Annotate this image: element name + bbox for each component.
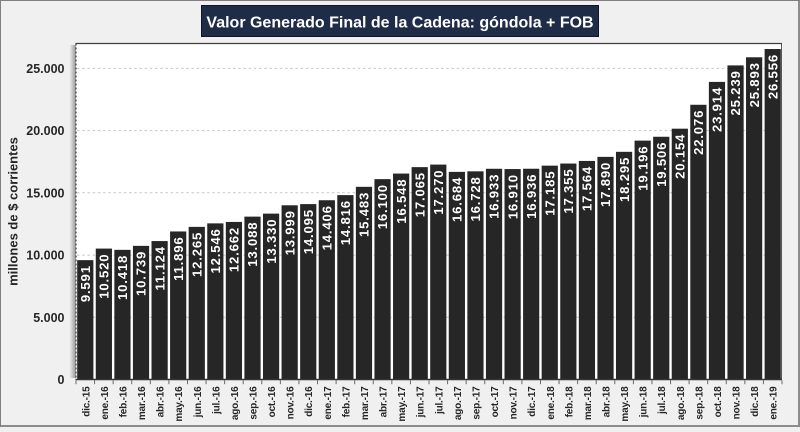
svg-text:14.816: 14.816 — [338, 200, 353, 245]
svg-text:jun.-16: jun.-16 — [193, 386, 204, 418]
svg-text:millones de $ corrientes: millones de $ corrientes — [6, 137, 21, 286]
svg-text:sep.-16: sep.-16 — [249, 386, 260, 420]
svg-text:22.076: 22.076 — [691, 110, 706, 155]
svg-text:ago.-17: ago.-17 — [453, 386, 464, 420]
svg-text:15.483: 15.483 — [357, 192, 372, 237]
svg-text:may.-17: may.-17 — [397, 386, 408, 422]
svg-text:16.933: 16.933 — [487, 174, 502, 219]
svg-text:ago.-18: ago.-18 — [676, 386, 687, 420]
svg-text:mar.-16: mar.-16 — [137, 386, 148, 420]
svg-text:oct.-18: oct.-18 — [713, 386, 724, 417]
svg-text:26.556: 26.556 — [765, 54, 780, 99]
svg-text:25.239: 25.239 — [728, 70, 743, 115]
svg-text:9.591: 9.591 — [78, 265, 93, 302]
svg-text:dic.-18: dic.-18 — [750, 386, 761, 417]
svg-text:oct.-16: oct.-16 — [267, 386, 278, 417]
svg-text:Valor Generado Final de la Cad: Valor Generado Final de la Cadena: góndo… — [206, 15, 593, 32]
svg-text:ago.-16: ago.-16 — [230, 386, 241, 420]
svg-text:nov.-17: nov.-17 — [509, 386, 520, 420]
svg-text:25.000: 25.000 — [26, 62, 64, 76]
svg-text:10.000: 10.000 — [26, 249, 64, 263]
svg-text:12.265: 12.265 — [189, 232, 204, 277]
svg-text:abr.-16: abr.-16 — [156, 386, 167, 417]
svg-text:may.-16: may.-16 — [174, 386, 185, 422]
svg-text:ene.-18: ene.-18 — [546, 386, 557, 420]
svg-text:ene.-16: ene.-16 — [100, 386, 111, 420]
svg-text:10.418: 10.418 — [115, 255, 130, 300]
svg-text:jul.-18: jul.-18 — [657, 386, 668, 415]
svg-text:feb.-18: feb.-18 — [564, 386, 575, 417]
svg-text:abr.-17: abr.-17 — [379, 386, 390, 417]
svg-text:16.936: 16.936 — [524, 174, 539, 219]
svg-text:20.154: 20.154 — [673, 134, 688, 179]
svg-text:17.270: 17.270 — [431, 170, 446, 215]
svg-text:mar.-18: mar.-18 — [583, 386, 594, 420]
svg-text:feb.-16: feb.-16 — [118, 386, 129, 417]
svg-text:17.564: 17.564 — [580, 166, 595, 211]
svg-text:17.355: 17.355 — [561, 169, 576, 214]
svg-text:dic.-17: dic.-17 — [527, 386, 538, 417]
svg-text:dic.-16: dic.-16 — [304, 386, 315, 417]
svg-text:sep.-17: sep.-17 — [471, 386, 482, 420]
svg-text:23.914: 23.914 — [710, 87, 725, 132]
svg-text:5.000: 5.000 — [33, 311, 64, 325]
svg-text:16.728: 16.728 — [468, 176, 483, 221]
svg-text:ene.-17: ene.-17 — [323, 386, 334, 420]
svg-text:jun.-18: jun.-18 — [639, 386, 650, 418]
svg-text:16.684: 16.684 — [450, 177, 465, 222]
svg-text:13.999: 13.999 — [282, 210, 297, 255]
svg-text:jul.-17: jul.-17 — [434, 386, 445, 415]
svg-text:abr.-18: abr.-18 — [602, 386, 613, 417]
svg-text:17.065: 17.065 — [412, 172, 427, 217]
svg-text:16.548: 16.548 — [394, 179, 409, 224]
svg-text:sep.-18: sep.-18 — [694, 386, 705, 420]
svg-text:17.890: 17.890 — [598, 162, 613, 207]
svg-text:19.506: 19.506 — [654, 142, 669, 187]
svg-text:12.662: 12.662 — [227, 227, 242, 272]
svg-text:17.185: 17.185 — [542, 171, 557, 216]
svg-text:19.196: 19.196 — [635, 146, 650, 191]
svg-text:11.896: 11.896 — [171, 236, 186, 280]
svg-text:jul.-16: jul.-16 — [211, 386, 222, 415]
svg-text:dic.-15: dic.-15 — [81, 386, 92, 417]
svg-text:25.893: 25.893 — [747, 62, 762, 107]
svg-text:12.546: 12.546 — [208, 228, 223, 273]
svg-text:oct.-17: oct.-17 — [490, 386, 501, 417]
svg-text:nov.-16: nov.-16 — [286, 386, 297, 420]
svg-text:16.100: 16.100 — [375, 184, 390, 229]
svg-text:20.000: 20.000 — [26, 124, 64, 138]
svg-text:15.000: 15.000 — [26, 186, 64, 200]
svg-text:10.739: 10.739 — [134, 251, 149, 296]
svg-text:mar.-17: mar.-17 — [360, 386, 371, 420]
svg-text:ene.-19: ene.-19 — [769, 386, 780, 420]
svg-text:13.088: 13.088 — [245, 222, 260, 267]
svg-text:0: 0 — [58, 373, 65, 387]
svg-text:may.-18: may.-18 — [620, 386, 631, 422]
svg-text:13.330: 13.330 — [264, 219, 279, 264]
svg-text:nov.-18: nov.-18 — [732, 386, 743, 420]
svg-text:11.124: 11.124 — [152, 246, 167, 290]
svg-text:16.910: 16.910 — [505, 174, 520, 219]
svg-text:feb.-17: feb.-17 — [341, 386, 352, 417]
svg-text:10.520: 10.520 — [97, 254, 112, 299]
svg-text:jun.-17: jun.-17 — [416, 386, 427, 418]
svg-text:18.295: 18.295 — [617, 157, 632, 202]
svg-text:14.095: 14.095 — [301, 209, 316, 254]
svg-text:14.406: 14.406 — [320, 205, 335, 250]
